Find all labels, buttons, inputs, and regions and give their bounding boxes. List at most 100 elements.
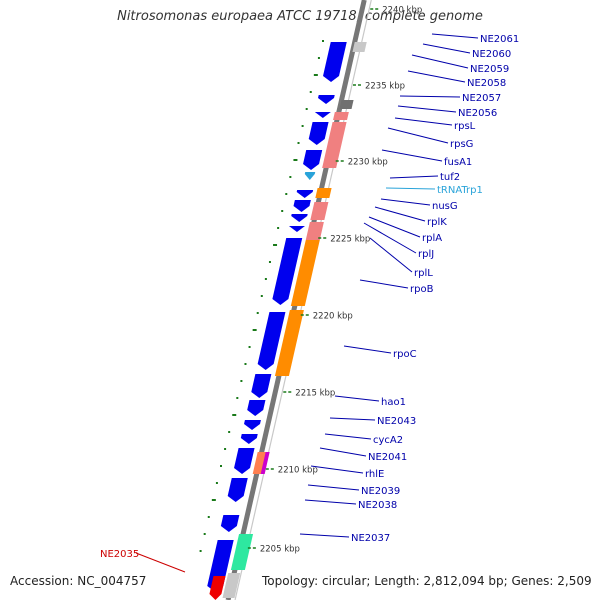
gene-label: NE2060: [472, 49, 511, 60]
gene-cds-block: [247, 400, 266, 416]
topology-text: Topology: circular; Length: 2,812,094 bp…: [262, 574, 592, 588]
outer-tick-dot: [301, 125, 304, 127]
outer-tick-dot: [289, 176, 292, 178]
outer-tick-dot: [248, 346, 251, 348]
label-leader-line: [381, 149, 443, 162]
outer-tick-dot: [268, 261, 271, 263]
gene-cds-block: [323, 42, 347, 82]
label-leader-line: [374, 206, 426, 222]
outer-tick-dot: [252, 329, 257, 331]
label-leader-line: [343, 345, 392, 354]
label-leader-line: [387, 127, 449, 144]
gene-highlight-block: [209, 576, 226, 600]
label-leader-line: [407, 70, 466, 83]
gene-cds-block: [251, 374, 272, 398]
gene-label: NE2037: [351, 533, 390, 544]
gene-cds-block: [227, 478, 248, 502]
outer-tick-dot: [211, 499, 216, 501]
label-leader-line: [319, 447, 367, 457]
kbp-tick-label: 2230 kbp: [348, 158, 388, 168]
gene-cds-block: [234, 448, 255, 474]
kbp-tick-label: 2220 kbp: [313, 312, 353, 322]
gene-cds-block: [240, 434, 258, 444]
gene-cds-block: [288, 226, 305, 232]
kbp-ticks: 2240 kbp 2235 kbp 2230 kbp 2225 kbp 2220 kbp…: [247, 6, 422, 555]
outer-tick-dot: [285, 193, 288, 195]
label-leader-line: [307, 484, 360, 491]
outer-tick-dot: [260, 295, 263, 297]
outer-tick-dot: [203, 533, 206, 535]
gene-label: rplK: [427, 217, 447, 228]
gene-label: tRNATrp1: [437, 185, 483, 196]
outer-tick-dot: [256, 312, 259, 314]
label-leader-line: [324, 433, 372, 440]
label-leader-line: [369, 237, 413, 273]
outer-tick-dot: [224, 448, 227, 450]
gene-rpo-block: [274, 310, 304, 376]
gene-cds-block: [308, 122, 329, 145]
gene-pink-block: [305, 222, 324, 240]
label-leader-line: [422, 43, 471, 54]
label-leader-line: [329, 417, 376, 421]
gene-dark-block: [339, 100, 354, 109]
outer-tick-dot: [215, 482, 218, 484]
kbp-tick-label: 2240 kbp: [382, 6, 422, 16]
gene-cds-block: [296, 190, 314, 198]
label-leader-line: [310, 465, 364, 474]
gene-rpo-block: [290, 240, 320, 306]
gene-label: NE2038: [358, 500, 397, 511]
gene-label: NE2043: [377, 416, 416, 427]
outer-tick-dot: [220, 465, 222, 467]
label-leader-line: [299, 533, 350, 538]
gene-rpo-block: [315, 188, 332, 198]
outer-tick-dot: [207, 516, 210, 518]
outer-tick-dot: [297, 142, 300, 144]
label-leader-line: [397, 105, 457, 113]
label-leader-line: [411, 54, 469, 69]
gene-grey-block: [222, 573, 241, 598]
outer-tick-dot: [264, 278, 267, 280]
gene-cds-block: [220, 515, 240, 532]
outer-tick-dot: [199, 550, 202, 552]
outer-tick-dots: [199, 40, 324, 552]
outer-tick-dot: [277, 227, 280, 229]
outer-tick-dot: [236, 397, 239, 399]
gene-label: rplL: [414, 268, 433, 279]
gene-label: rpsG: [450, 139, 473, 150]
gene-pink-block: [322, 122, 347, 168]
gene-label: NE2059: [470, 64, 509, 75]
label-leader-line: [304, 499, 357, 505]
kbp-tick-label: 2235 kbp: [365, 82, 405, 92]
label-leader-line: [363, 222, 417, 254]
gene-label: NE2035: [100, 549, 139, 560]
gene-label: hao1: [381, 397, 406, 408]
kbp-tick-label: 2225 kbp: [330, 235, 370, 245]
outer-tick-dot: [309, 91, 312, 93]
accession-text: Accession: NC_004757: [10, 574, 147, 588]
gene-label: cycA2: [373, 435, 403, 446]
label-leader-line: [394, 117, 453, 126]
label-leader-line: [334, 395, 380, 402]
label-leader-line: [431, 33, 479, 39]
gene-label: rpoB: [410, 284, 434, 295]
gene-pink-block: [310, 202, 329, 220]
outer-tick-dot: [232, 414, 237, 416]
kbp-tick-label: 2205 kbp: [260, 545, 300, 555]
kbp-tick-label: 2210 kbp: [278, 466, 318, 476]
kbp-tick-label: 2215 kbp: [295, 389, 335, 399]
gene-label: tuf2: [440, 172, 460, 183]
outer-tick-dot: [240, 380, 243, 382]
gene-label: NE2061: [480, 34, 519, 45]
outer-tick-dot: [317, 57, 320, 59]
label-leader-line: [135, 552, 186, 573]
gene-label: fusA1: [444, 157, 472, 168]
trna-arrow: [304, 172, 316, 180]
label-leader-line: [380, 198, 431, 206]
label-leader-line: [389, 175, 439, 179]
label-leaders: [135, 33, 479, 573]
gene-label: rplA: [422, 233, 442, 244]
gene-cds-block: [293, 200, 311, 212]
outer-tick-dot: [293, 159, 298, 161]
gene-label: NE2057: [462, 93, 501, 104]
gene-cds-block: [318, 95, 335, 104]
